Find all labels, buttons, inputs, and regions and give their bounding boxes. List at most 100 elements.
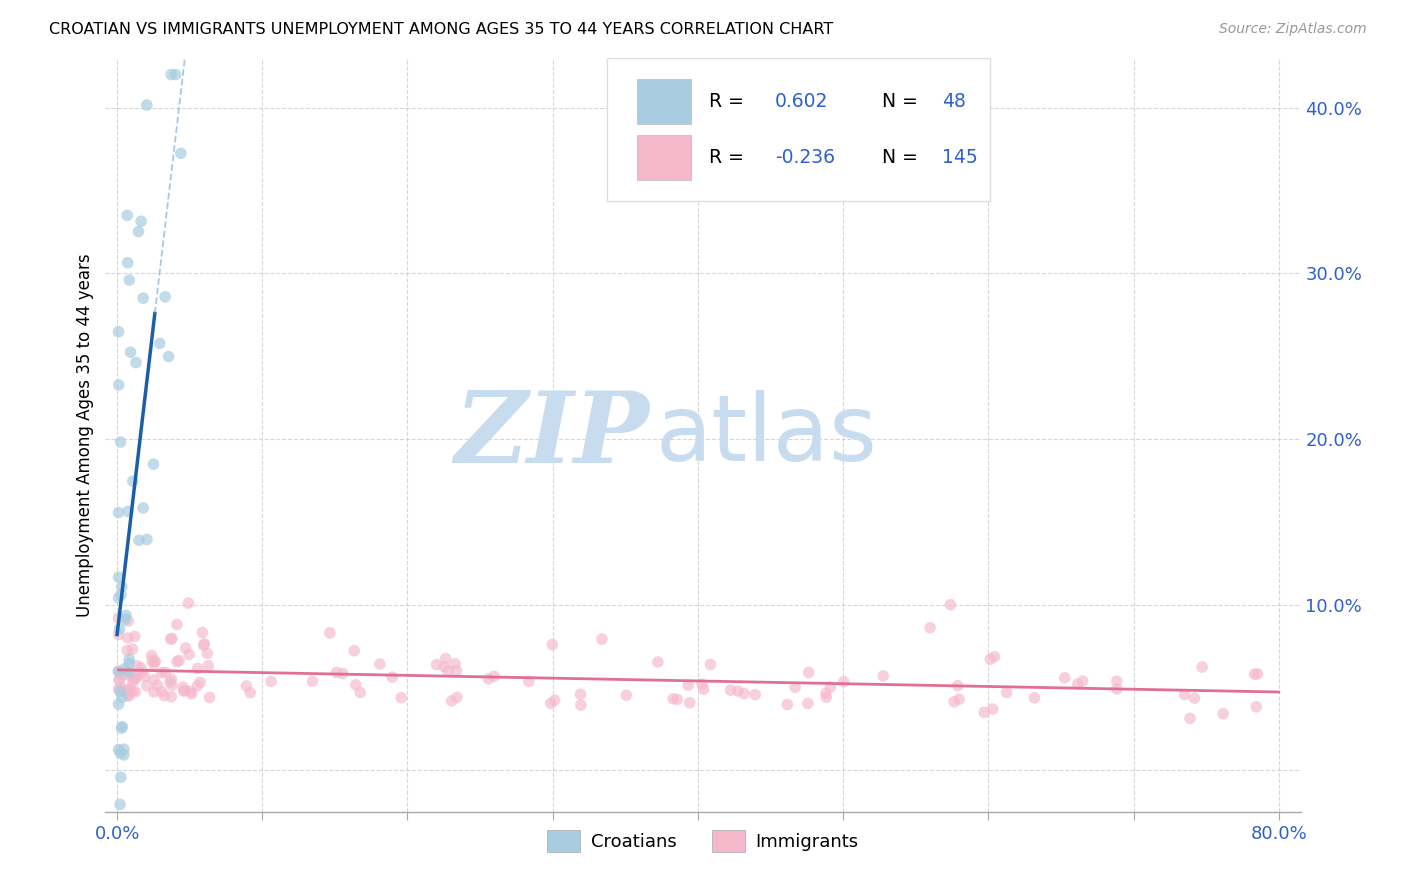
Point [107, 570, 129, 584]
Point [744, 688, 766, 702]
Point [797, 665, 820, 680]
Point [173, 683, 195, 698]
Point [129, 214, 152, 228]
Point [107, 506, 129, 520]
Point [1105, 674, 1128, 689]
Point [110, 770, 132, 784]
Point [118, 665, 141, 679]
Point [124, 629, 146, 643]
Point [349, 685, 371, 699]
Point [121, 674, 143, 689]
Y-axis label: Unemployment Among Ages 35 to 44 years: Unemployment Among Ages 35 to 44 years [76, 253, 94, 616]
Point [186, 679, 208, 693]
Point [132, 291, 155, 305]
Point [979, 652, 1001, 666]
Text: N =: N = [883, 148, 924, 167]
Point [111, 720, 134, 734]
Point [319, 626, 342, 640]
Point [437, 664, 460, 678]
Text: 145: 145 [942, 148, 977, 167]
Text: ZIP: ZIP [454, 386, 650, 483]
Point [540, 697, 562, 711]
Point [820, 680, 842, 694]
FancyBboxPatch shape [637, 79, 692, 124]
Point [591, 632, 613, 647]
Text: R =: R = [709, 92, 749, 112]
Point [107, 698, 129, 712]
Point [143, 655, 166, 669]
Point [135, 98, 157, 112]
Point [121, 474, 143, 488]
Point [699, 657, 721, 672]
Point [1244, 699, 1267, 714]
Point [134, 669, 156, 683]
Point [235, 679, 257, 693]
Point [179, 684, 201, 698]
Point [166, 617, 188, 632]
Point [343, 644, 366, 658]
Point [948, 692, 970, 706]
Point [381, 670, 404, 684]
Point [110, 588, 132, 602]
Point [108, 746, 131, 760]
Point [110, 435, 132, 450]
Point [110, 721, 132, 735]
Point [108, 622, 131, 636]
Point [146, 678, 169, 692]
Point [195, 647, 218, 661]
Point [120, 669, 142, 683]
Point [160, 632, 183, 646]
Point [197, 658, 219, 673]
Point [733, 686, 755, 700]
Point [679, 696, 702, 710]
Point [797, 697, 820, 711]
Point [107, 665, 129, 679]
Point [142, 685, 165, 699]
Point [943, 695, 966, 709]
Point [676, 678, 699, 692]
Text: N =: N = [883, 92, 924, 112]
Point [150, 685, 173, 699]
Point [117, 256, 139, 270]
Point [1184, 691, 1206, 706]
Point [110, 681, 132, 695]
Point [180, 687, 202, 701]
Point [720, 683, 742, 698]
Point [153, 290, 176, 304]
Point [1191, 660, 1213, 674]
Point [125, 356, 148, 370]
Point [107, 325, 129, 339]
Point [157, 350, 180, 364]
Text: atlas: atlas [655, 390, 877, 480]
Point [128, 533, 150, 548]
Point [108, 797, 131, 812]
Point [995, 685, 1018, 699]
Point [666, 692, 689, 706]
Point [332, 666, 354, 681]
Point [433, 659, 456, 673]
Point [135, 679, 157, 693]
Point [160, 673, 183, 687]
Point [142, 673, 165, 687]
Point [118, 652, 141, 666]
Point [477, 672, 499, 686]
Point [115, 208, 138, 222]
Point [117, 504, 139, 518]
Point [569, 687, 592, 701]
Point [160, 690, 183, 704]
Point [117, 631, 139, 645]
Point [1173, 688, 1195, 702]
Point [165, 68, 187, 82]
Point [127, 668, 149, 682]
Text: R =: R = [709, 148, 749, 167]
Point [115, 643, 138, 657]
Point [173, 684, 195, 698]
Point [174, 641, 197, 656]
Point [143, 654, 166, 668]
Point [569, 698, 592, 712]
Point [389, 690, 412, 705]
Point [1053, 671, 1076, 685]
Point [159, 674, 181, 689]
Point [179, 648, 201, 662]
Point [187, 661, 209, 675]
